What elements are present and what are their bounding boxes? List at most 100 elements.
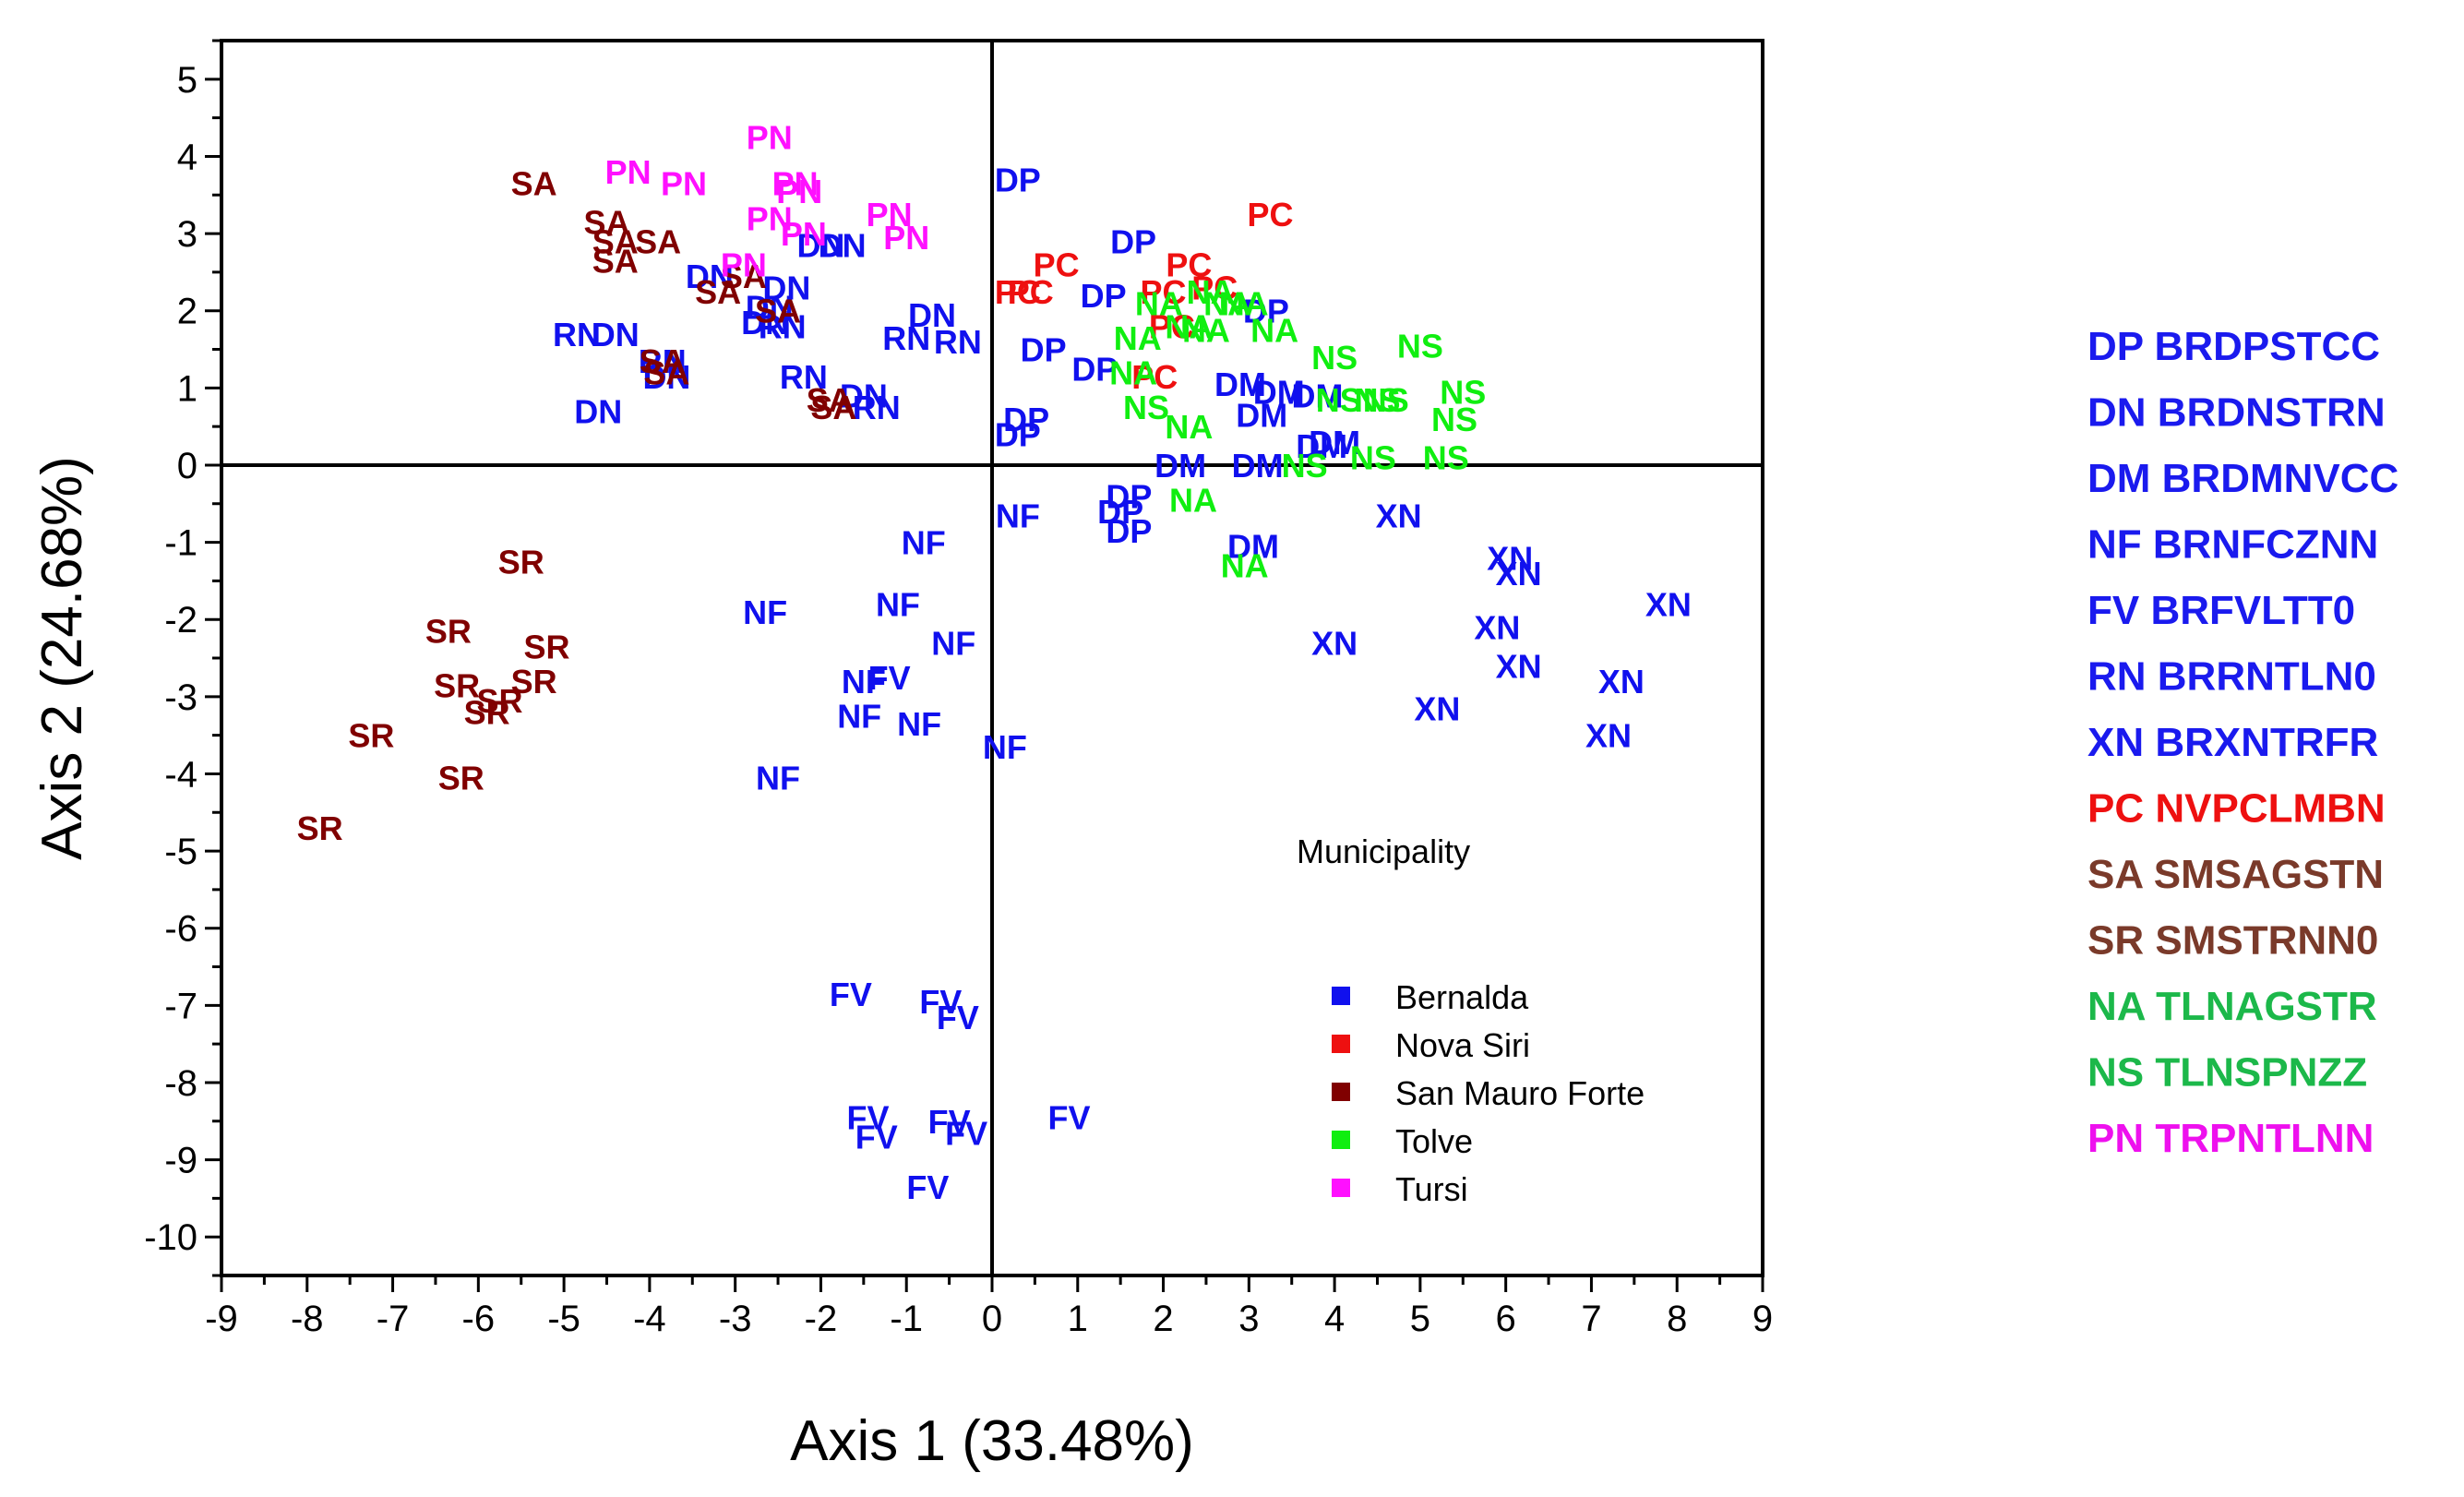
point-sa: SA: [635, 222, 681, 260]
point-pc: PC: [1034, 246, 1080, 284]
point-pc: PC: [1191, 269, 1238, 307]
point-ns: NS: [1282, 447, 1328, 485]
point-dm: DM: [1236, 397, 1287, 435]
point-xn: XN: [1311, 624, 1358, 662]
y-tick-label: -5: [164, 832, 197, 872]
x-tick-label: 9: [1752, 1299, 1773, 1339]
code-entry: DN BRDNSTRN: [2087, 390, 2386, 436]
point-rn: RN: [853, 389, 901, 426]
point-na: NA: [1250, 312, 1298, 350]
legend-label: Tursi: [1395, 1170, 1468, 1208]
point-dp: DP: [1021, 331, 1067, 369]
legend-swatch: [1332, 1131, 1350, 1149]
point-sr: SR: [438, 760, 484, 797]
x-tick-label: 4: [1324, 1299, 1345, 1339]
plot-area: -9 -8 -7 -6 -5 -4 -3 -2 -1 0 1 2 3 4 5 6 7 8 9543210-1-2-3…: [144, 39, 1773, 1339]
point-rn: RN: [882, 319, 930, 357]
y-tick-label: 2: [177, 292, 197, 332]
x-tick-label: -2: [805, 1299, 838, 1339]
y-tick-label: -8: [164, 1063, 197, 1104]
x-tick-label: -8: [291, 1299, 324, 1339]
legend: Municipality Bernalda Nova Siri San Mauro …: [1297, 832, 1645, 1208]
legend-swatch: [1332, 987, 1350, 1005]
point-xn: XN: [1414, 689, 1460, 727]
legend-title: Municipality: [1297, 832, 1470, 870]
point-ns: NS: [1123, 389, 1169, 426]
code-entry: FV BRFVLTT0: [2087, 588, 2355, 633]
point-dp: DP: [1243, 293, 1289, 330]
point-dn: DN: [574, 392, 622, 430]
point-sa: SA: [583, 204, 629, 242]
x-tick-label: -3: [719, 1299, 752, 1339]
x-tick-label: -9: [205, 1299, 238, 1339]
x-tick-label: 1: [1068, 1299, 1088, 1339]
point-nf: NF: [902, 524, 946, 562]
point-nf: NF: [996, 497, 1040, 534]
axis-ticks: -9 -8 -7 -6 -5 -4 -3 -2 -1 0 1 2 3 4 5 6 7 8 9543210-1-2-3…: [144, 39, 1773, 1339]
point-dn: DN: [796, 227, 844, 265]
code-entry: PN TRPNTLNN: [2087, 1116, 2374, 1161]
point-fv: FV: [868, 659, 911, 697]
point-fv: FV: [919, 983, 962, 1021]
point-pc: PC: [1008, 273, 1054, 311]
point-ns: NS: [1350, 439, 1396, 477]
point-dm: DM: [1292, 377, 1344, 415]
point-pn: PN: [781, 215, 827, 253]
point-sr: SR: [348, 717, 394, 755]
point-nf: NF: [931, 624, 975, 662]
x-tick-label: 8: [1667, 1299, 1687, 1339]
y-tick-label: -2: [164, 600, 197, 641]
legend-label: Nova Siri: [1395, 1026, 1530, 1064]
point-dn: DN: [686, 257, 734, 295]
point-sa: SA: [511, 165, 557, 203]
point-nf: NF: [983, 728, 1027, 766]
y-tick-label: -1: [164, 523, 197, 564]
point-pc: PC: [995, 273, 1041, 311]
y-tick-label: -4: [164, 754, 197, 795]
point-na: NA: [1203, 284, 1251, 322]
point-sa: SA: [721, 257, 767, 295]
point-dm: DM: [1309, 424, 1360, 461]
x-tick-label: 2: [1153, 1299, 1173, 1339]
point-pn: PN: [661, 165, 707, 203]
point-ns: NS: [1354, 381, 1400, 419]
point-fv: FV: [855, 1118, 898, 1156]
point-dn: DN: [908, 296, 956, 334]
point-nf: NF: [876, 585, 920, 623]
x-tick-label: -4: [633, 1299, 666, 1339]
point-xn: XN: [1585, 717, 1632, 755]
y-tick-label: 3: [177, 214, 197, 255]
point-rn: RN: [934, 323, 982, 361]
point-dp: DP: [1110, 222, 1156, 260]
point-rn: RN: [759, 307, 807, 345]
point-xn: XN: [1645, 585, 1692, 623]
point-sr: SR: [524, 628, 570, 665]
code-entry: NA TLNAGSTR: [2087, 984, 2377, 1029]
point-dp: DP: [1097, 493, 1143, 531]
point-ns: NS: [1363, 381, 1409, 419]
point-dn: DN: [762, 269, 810, 307]
code-entry: RN BRRNTLN0: [2087, 654, 2376, 700]
legend-swatch: [1332, 1035, 1350, 1053]
code-entry: DM BRDMNVCC: [2087, 456, 2398, 501]
point-fv: FV: [1047, 1099, 1090, 1137]
point-dp: DP: [1106, 512, 1152, 550]
point-na: NA: [1114, 319, 1162, 357]
code-entry: NF BRNFCZNN: [2087, 522, 2378, 568]
x-tick-label: 0: [982, 1299, 1002, 1339]
point-ns: NS: [1431, 401, 1477, 438]
point-ns: NS: [1397, 327, 1443, 365]
point-pn: PN: [747, 119, 793, 157]
y-tick-label: -3: [164, 677, 197, 718]
y-tick-label: 0: [177, 446, 197, 486]
point-fv: FV: [906, 1168, 949, 1206]
point-na: NA: [1221, 284, 1269, 322]
y-axis-label: Axis 2 (24.68%): [30, 456, 94, 860]
point-ns: NS: [1423, 439, 1469, 477]
point-pn: PN: [772, 165, 819, 203]
point-fv: FV: [945, 1114, 987, 1152]
point-dn: DN: [592, 316, 640, 353]
code-entry: SR SMSTRNN0: [2087, 918, 2378, 964]
